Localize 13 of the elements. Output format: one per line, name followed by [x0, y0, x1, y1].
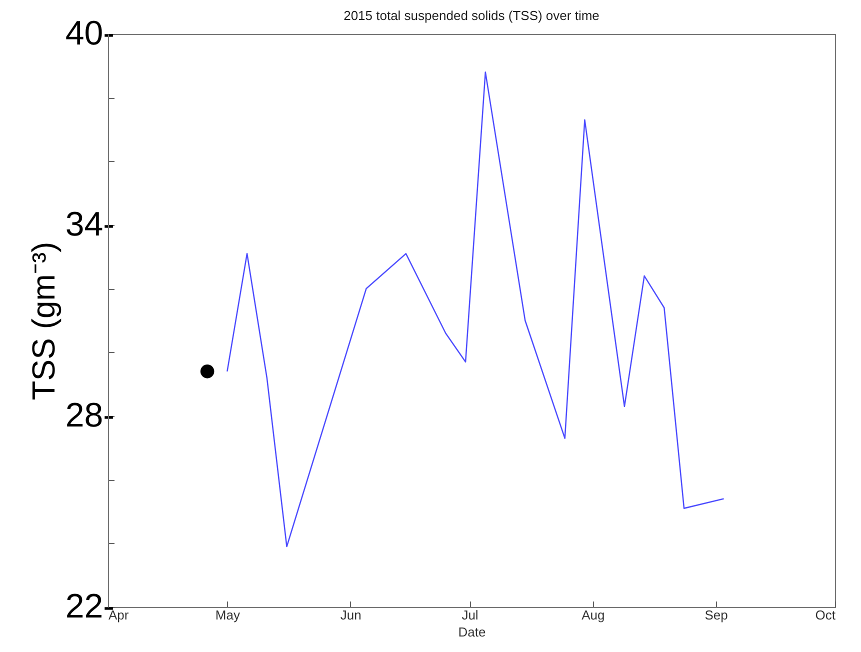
x-tick-label: Jul	[462, 608, 478, 622]
y-tick-label: 40-	[65, 14, 114, 52]
x-tick-label: Jun	[340, 608, 362, 622]
chart-title: 2015 total suspended solids (TSS) over time	[344, 8, 600, 23]
x-axis-title: Date	[458, 624, 486, 640]
x-tick-label: May	[215, 608, 240, 622]
y-axis-title: TSS (gm⁻³)	[25, 242, 62, 400]
y-tick-label: 28-	[65, 396, 114, 434]
x-tick-label: Sep	[704, 608, 728, 622]
y-tick-label: 34-	[65, 206, 114, 244]
line-series	[226, 72, 724, 548]
x-tick-label: Aug	[582, 608, 605, 622]
x-tick-label: Oct	[815, 608, 836, 622]
